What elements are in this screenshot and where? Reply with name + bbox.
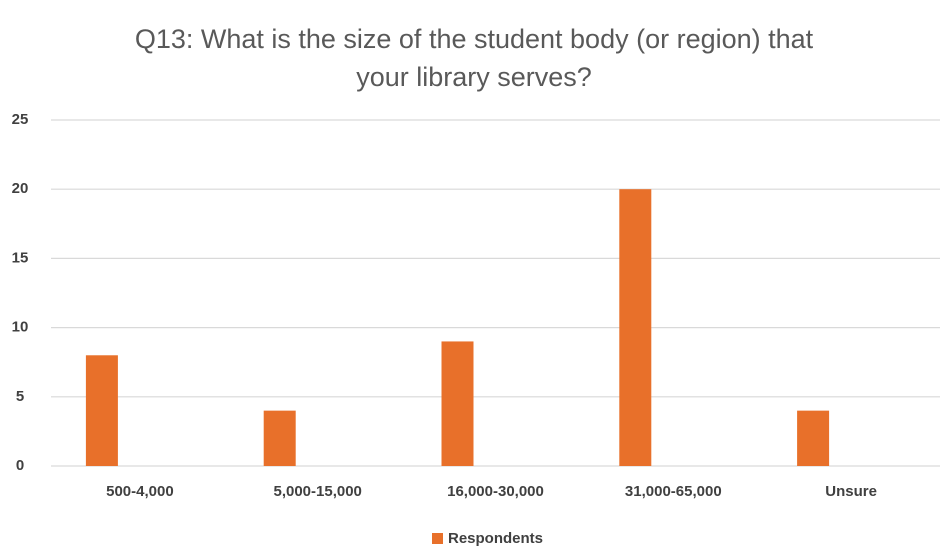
legend-label: Respondents <box>448 530 543 547</box>
bar <box>797 410 830 466</box>
y-tick-label: 25 <box>12 111 29 128</box>
y-tick-label: 5 <box>16 388 24 405</box>
x-tick-label: 5,000-15,000 <box>273 483 361 500</box>
y-tick-label: 20 <box>12 180 29 197</box>
x-tick-label: Unsure <box>825 483 877 500</box>
chart-title: Q13: What is the size of the student bod… <box>134 24 814 92</box>
bar <box>619 189 652 466</box>
y-tick-label: 15 <box>12 249 29 266</box>
bar <box>441 341 474 466</box>
x-tick-label: 31,000-65,000 <box>625 483 722 500</box>
y-tick-label: 0 <box>16 457 24 474</box>
x-tick-label: 500-4,000 <box>106 483 174 500</box>
y-tick-label: 10 <box>12 319 29 336</box>
legend-swatch <box>432 533 443 544</box>
x-tick-label: 16,000-30,000 <box>447 483 544 500</box>
bar <box>85 355 118 466</box>
bar <box>263 410 296 466</box>
